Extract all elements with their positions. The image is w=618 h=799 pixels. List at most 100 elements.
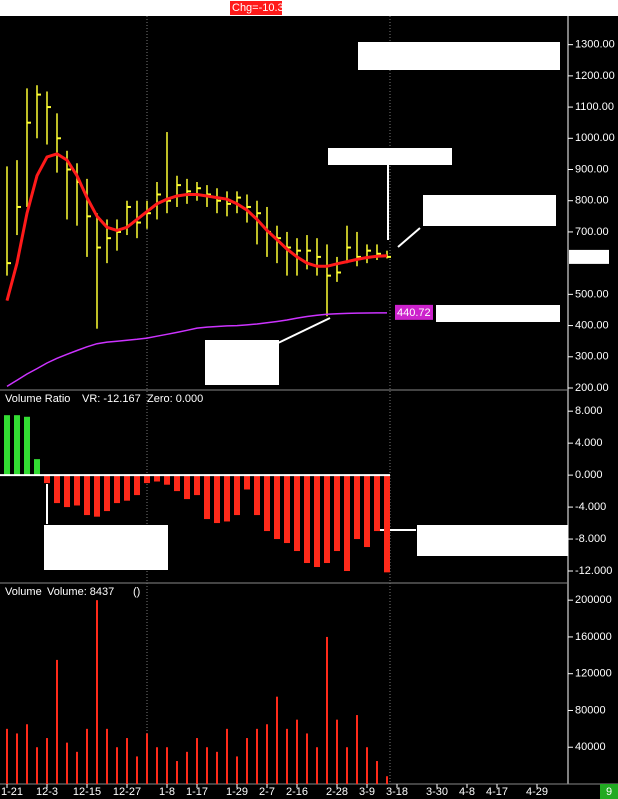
bar <box>56 659 58 784</box>
chart-title: 3 days chart @bitstamp <box>364 46 543 65</box>
y-tick-label: 1300.00 <box>575 39 615 51</box>
last-price: 620.04 <box>571 251 605 263</box>
bar <box>224 475 230 522</box>
annotation-text: ALMA average at $624 <box>331 150 443 162</box>
annotation-text: the upvolume/downvolume <box>420 527 551 539</box>
bar <box>374 475 380 532</box>
bar <box>364 475 370 548</box>
annotation-text: december top <box>47 555 114 567</box>
y-tick-label: 8.000 <box>575 405 603 417</box>
bar <box>144 475 150 484</box>
y-tick-label: 400.00 <box>575 319 609 331</box>
bar <box>206 747 208 784</box>
vwap-label: 440.72 <box>397 307 431 319</box>
bar <box>34 459 40 476</box>
badge-box <box>600 784 618 799</box>
y-tick-label: 4.000 <box>575 437 603 449</box>
bar <box>136 756 138 784</box>
y-tick-label: 1200.00 <box>575 70 615 82</box>
x-tick-label: 3-30 <box>426 786 448 798</box>
annotation-box <box>44 525 168 570</box>
bar <box>306 733 308 784</box>
header-item: DChg=0.00 <box>285 2 341 14</box>
y-tick-label: 800.00 <box>575 195 609 207</box>
header-highlight <box>230 1 282 15</box>
bar <box>234 475 240 516</box>
x-tick-label: 4-29 <box>526 786 548 798</box>
bar <box>316 747 318 784</box>
bar <box>26 724 28 784</box>
bar <box>334 475 340 552</box>
annotation-text: the ALMA moving avg. <box>426 211 535 223</box>
annotation-box <box>423 195 556 226</box>
x-tick-label: 3-9 <box>359 786 375 798</box>
bar <box>314 475 320 568</box>
badge: 9 <box>606 786 612 798</box>
bar <box>236 756 238 784</box>
bar <box>86 728 88 784</box>
y-tick-label: -4.000 <box>575 501 606 513</box>
line-series <box>5 152 388 301</box>
bar <box>4 415 10 476</box>
y-tick-label: 900.00 <box>575 163 609 175</box>
bar <box>74 475 80 506</box>
pane-label: Volume: 8437 <box>47 586 114 598</box>
bar <box>214 475 220 524</box>
bar <box>176 761 178 784</box>
y-tick-label: 1100.00 <box>575 101 614 113</box>
annotation-box <box>417 525 568 556</box>
annotation-text: bottom done <box>208 342 269 354</box>
bar <box>6 728 8 784</box>
pane-title: Volume Ratio <box>5 393 70 405</box>
bar <box>116 747 118 784</box>
bar <box>54 475 60 504</box>
bar <box>276 696 278 784</box>
y-tick-label: -8.000 <box>575 533 606 545</box>
y-tick-label: 40000 <box>575 741 606 753</box>
annotation-text: long term volume ratio <box>47 527 156 539</box>
bar <box>104 475 110 512</box>
bar <box>354 475 360 540</box>
bar <box>344 475 350 572</box>
bar <box>366 747 368 784</box>
bar <box>66 742 68 784</box>
bar <box>154 475 160 482</box>
bar <box>146 733 148 784</box>
bar <box>186 751 188 784</box>
annotation-text: negative since <box>47 541 117 553</box>
header-item: C=620.04 <box>133 2 181 14</box>
bar <box>174 475 180 492</box>
header-item: T=10863 <box>184 2 228 14</box>
pane-label: VR: -12.167 <box>82 393 141 405</box>
bar <box>286 728 288 784</box>
bar <box>254 475 260 516</box>
bar <box>24 416 30 476</box>
y-tick-label: 300.00 <box>575 351 609 363</box>
x-tick-label: 4-17 <box>486 786 508 798</box>
bar <box>36 747 38 784</box>
annotation-box <box>205 340 279 385</box>
annotation-text: term VWAP <box>208 370 265 382</box>
bar <box>106 728 108 784</box>
y-tick-label: 700.00 <box>575 226 609 238</box>
x-tick-label: 1-8 <box>159 786 175 798</box>
line-series <box>6 312 387 388</box>
y-tick-label: 0.000 <box>575 469 603 481</box>
x-tick-label: 12-27 <box>113 786 141 798</box>
arrow <box>275 317 331 345</box>
bar <box>64 475 70 508</box>
bar <box>346 747 348 784</box>
x-tick-label: 2-16 <box>286 786 308 798</box>
bar <box>114 475 120 504</box>
bar <box>274 475 280 540</box>
bar <box>126 738 128 784</box>
pane-label: Zero: 0.000 <box>147 393 203 405</box>
bar <box>284 475 290 544</box>
y-tick-label: 200000 <box>575 594 612 606</box>
bar <box>204 475 210 520</box>
bar <box>244 475 250 490</box>
bar <box>356 715 358 784</box>
arrow <box>397 227 421 248</box>
